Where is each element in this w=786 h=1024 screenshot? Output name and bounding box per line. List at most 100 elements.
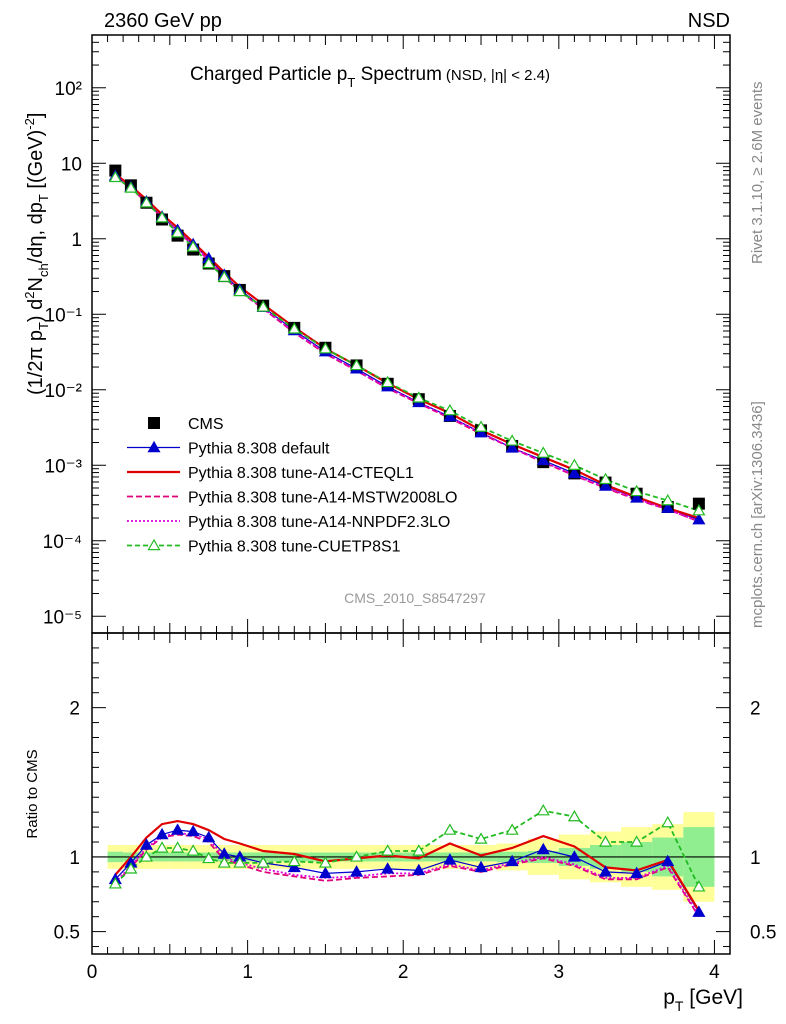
ratio-point-cuetp8s1 <box>186 844 200 856</box>
ratio-point-default <box>505 854 519 867</box>
spectrum-axis-ticks: 10⁻⁵ 10⁻⁴ 10⁻³ 10⁻² 10⁻¹ 1 10 10² <box>43 34 730 633</box>
ratio-frame <box>91 632 731 955</box>
legend-label-cteql1: Pythia 8.308 tune-A14-CTEQL1 <box>188 465 414 482</box>
ratio-line-mstw <box>114 833 700 918</box>
spectrum-y-tick-label: 10 <box>61 154 82 175</box>
spectrum-point-cuetp8s1 <box>108 170 122 183</box>
spectrum-point-cuetp8s1 <box>256 300 270 312</box>
ratio-point-cuetp8s1 <box>598 835 613 847</box>
spectrum-point-cuetp8s1 <box>474 420 488 432</box>
ratio-x-tick-label: 3 <box>554 962 565 983</box>
ratio-point-cuetp8s1 <box>661 815 675 828</box>
spectrum-point-default <box>474 425 488 438</box>
spectrum-y-tick-label: 10⁻¹ <box>45 305 83 326</box>
spectrum-y-tick-label: 10⁻² <box>45 381 83 402</box>
legend-label-cms: CMS <box>188 416 224 433</box>
ratio-point-cuetp8s1 <box>217 856 231 868</box>
spectrum-line-nnpdf <box>114 175 700 523</box>
spectrum-y-tick-label: 1 <box>71 230 82 251</box>
spectrum-point-cuetp8s1 <box>202 256 216 269</box>
ratio-point-cuetp8s1 <box>155 841 169 853</box>
spectrum-point-default <box>692 512 706 525</box>
ratio-point-cuetp8s1 <box>318 856 332 868</box>
spectrum-point-cuetp8s1 <box>124 181 138 193</box>
spectrum-point-cuetp8s1 <box>692 504 706 516</box>
ratio-point-cuetp8s1 <box>256 856 270 868</box>
ratio-y-tick-label-left: 1 <box>69 848 80 869</box>
spectrum-point-cuetp8s1 <box>139 196 153 208</box>
spectrum-point-cuetp8s1 <box>661 493 675 506</box>
spectrum-point-cuetp8s1 <box>171 226 185 238</box>
ratio-point-default <box>412 863 426 876</box>
ratio-point-cuetp8s1 <box>412 844 426 856</box>
spectrum-series-layer <box>108 164 706 525</box>
spectrum-point-cuetp8s1 <box>287 322 301 334</box>
spectrum-point-cuetp8s1 <box>217 270 231 282</box>
spectrum-point-cuetp8s1 <box>155 211 169 223</box>
ratio-y-tick-label-left: 2 <box>69 699 80 720</box>
ratio-point-cuetp8s1 <box>692 880 706 892</box>
spectrum-point-cuetp8s1 <box>505 434 519 446</box>
ratio-y-axis-label: Ratio to CMS <box>24 749 41 838</box>
energy-label: 2360 GeV pp <box>104 10 222 32</box>
ratio-point-cuetp8s1 <box>350 850 364 862</box>
spectrum-point-cuetp8s1 <box>443 403 457 416</box>
spectrum-title: Charged Particle pT Spectrum (NSD, |η| < … <box>190 64 550 90</box>
ratio-line-nnpdf <box>114 832 700 916</box>
ratio-point-default <box>381 862 395 874</box>
ratio-axis-ticks: 0.5 0.5 1 1 2 2 0 1 2 3 4 <box>54 633 776 983</box>
ratio-series-layer <box>108 803 706 918</box>
ratio-point-default <box>536 842 550 855</box>
process-label: NSD <box>688 10 730 32</box>
ratio-point-cuetp8s1 <box>474 832 488 844</box>
ratio-point-default <box>692 905 706 917</box>
spectrum-point-default <box>505 441 519 453</box>
ratio-x-tick-label: 1 <box>242 962 253 983</box>
ratio-point-default <box>350 865 364 877</box>
ratio-y-tick-label-right: 1 <box>750 848 761 869</box>
ratio-point-default <box>318 866 332 879</box>
ratio-point-cuetp8s1 <box>124 862 138 874</box>
ratio-point-default <box>474 860 488 873</box>
ratio-point-cuetp8s1 <box>381 844 395 856</box>
ratio-point-default <box>186 824 200 837</box>
spectrum-panel: 10⁻⁵ 10⁻⁴ 10⁻³ 10⁻² 10⁻¹ 1 10 10² Charged Parti… <box>22 34 731 634</box>
ratio-point-cuetp8s1 <box>139 850 153 862</box>
ratio-point-cuetp8s1 <box>233 856 247 868</box>
ratio-x-tick-label: 2 <box>398 962 409 983</box>
spectrum-point-default <box>567 466 581 479</box>
spectrum-point-cuetp8s1 <box>567 458 581 470</box>
legend: CMS Pythia 8.308 default Pythia 8.308 tune… <box>127 416 457 556</box>
ratio-x-tick-label: 4 <box>709 962 720 983</box>
ratio-point-default <box>661 854 675 867</box>
ratio-point-cuetp8s1 <box>443 823 457 835</box>
spectrum-point-cuetp8s1 <box>536 446 550 458</box>
ratio-point-cuetp8s1 <box>505 823 519 835</box>
spectrum-y-tick-label: 10⁻⁵ <box>43 607 82 628</box>
spectrum-point-default <box>443 409 457 422</box>
mcplots-label: mcplots.cern.ch [arXiv:1306.3436] <box>749 401 766 628</box>
spectrum-y-axis-label: (1/2π pT) d2Nch/dη, dpT [(GeV)-2] <box>22 113 51 395</box>
spectrum-point-cms <box>692 497 705 510</box>
spectrum-point-default <box>536 453 550 466</box>
ratio-point-default <box>139 838 153 850</box>
legend-label-mstw: Pythia 8.308 tune-A14-MSTW2008LO <box>188 490 457 507</box>
analysis-id: CMS_2010_S8547297 <box>344 590 486 606</box>
ratio-point-cuetp8s1 <box>171 841 185 853</box>
spectrum-point-default <box>661 501 675 513</box>
spectrum-point-default <box>598 479 613 491</box>
spectrum-point-cuetp8s1 <box>186 240 200 252</box>
ratio-point-cuetp8s1 <box>630 835 644 847</box>
ratio-x-tick-label: 0 <box>87 962 98 983</box>
spectrum-point-cuetp8s1 <box>630 484 644 497</box>
spectrum-point-cuetp8s1 <box>233 284 247 297</box>
spectrum-point-cuetp8s1 <box>318 341 332 354</box>
ratio-point-default <box>598 865 613 877</box>
ratio-y-tick-label-right: 2 <box>750 699 761 720</box>
ratio-point-default <box>630 866 644 879</box>
ratio-point-default <box>155 827 169 840</box>
ratio-point-default <box>171 823 185 835</box>
legend-marker-cms <box>148 417 160 429</box>
ratio-point-default <box>567 850 581 862</box>
